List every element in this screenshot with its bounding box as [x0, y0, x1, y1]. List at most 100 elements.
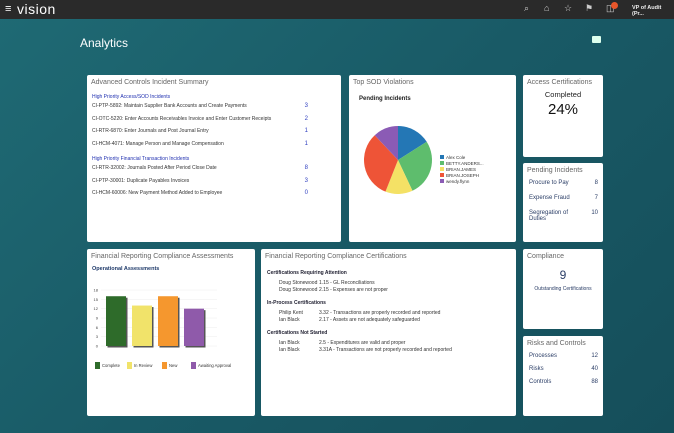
home-icon[interactable]: ⌂	[544, 3, 550, 13]
incident-label: CI-OTC-5220: Enter Accounts Receivables …	[92, 115, 272, 122]
pending-row[interactable]: Expense Fraud 7	[523, 193, 603, 208]
card-title: Pending Incidents	[527, 167, 583, 174]
menu-icon[interactable]: ≡	[5, 3, 12, 15]
incident-label: CI-HCM-4071: Manage Person and Manage Co…	[92, 140, 224, 147]
brand-logo: vision	[17, 1, 56, 17]
row-label: Procure to Pay	[529, 180, 569, 186]
cert-owner: Philip Kent	[279, 310, 303, 316]
cert-owner: Doug Stonewood	[279, 280, 318, 286]
pie-slice[interactable]	[364, 135, 398, 192]
incident-count[interactable]: 3	[304, 177, 308, 184]
bar[interactable]	[132, 305, 152, 346]
notifications-icon[interactable]: ◫	[606, 3, 615, 13]
card-title: Advanced Controls Incident Summary	[91, 79, 209, 86]
cert-item[interactable]: 2.5 - Expenditures are valid and proper	[319, 340, 406, 346]
legend-swatch	[440, 173, 444, 177]
cert-row[interactable]: Ian Black 3.31A - Transactions are not pr…	[261, 347, 516, 354]
cert-group-heading: Certifications Requiring Attention	[267, 270, 347, 276]
incident-count[interactable]: 3	[304, 103, 308, 110]
cert-row[interactable]: Ian Black 2.5 - Expenditures are valid an…	[261, 340, 516, 347]
incident-label: CI-HCM-60006: New Payment Method Added t…	[92, 190, 223, 197]
risks-row[interactable]: Controls 88	[523, 377, 603, 390]
layout-icon[interactable]	[592, 36, 601, 43]
legend-label: Complete	[102, 363, 121, 368]
section-heading: High Priority Access/SOD Incidents	[92, 94, 171, 100]
incident-row[interactable]: CI-RTR-32002: Journals Posted After Peri…	[87, 162, 341, 175]
incident-row[interactable]: CI-OTC-5220: Enter Accounts Receivables …	[87, 113, 341, 126]
legend-label: Awaiting Approval	[198, 363, 231, 368]
row-value: 7	[594, 195, 598, 201]
legend-swatch	[95, 362, 100, 369]
cert-item[interactable]: 3.31A - Transactions are not properly re…	[319, 347, 452, 353]
cert-item[interactable]: 1.15 - GL Reconciliations	[319, 280, 375, 286]
incident-count[interactable]: 1	[304, 140, 308, 147]
incident-label: CI-PTP-30001: Duplicate Payables Invoice…	[92, 177, 190, 184]
incident-count[interactable]: 0	[304, 190, 308, 197]
risks-row[interactable]: Risks 40	[523, 364, 603, 377]
top-bar: ≡ vision ⌕ ⌂ ☆ ⚑ ◫ VP of Audit (Pr...	[0, 0, 674, 19]
pie-slice[interactable]	[398, 126, 427, 160]
pending-row[interactable]: Procure to Pay 8	[523, 178, 603, 193]
incident-row[interactable]: CI-PTP-30001: Duplicate Payables Invoice…	[87, 175, 341, 188]
y-tick: 18	[94, 288, 99, 293]
row-label: Expense Fraud	[529, 195, 570, 201]
legend-label: BRIAN.JOSEPH	[446, 173, 479, 178]
legend-label: wendy.flynn	[446, 179, 470, 184]
pending-row[interactable]: Segregation of Duties 10	[523, 208, 603, 223]
pie-slice[interactable]	[385, 160, 413, 194]
y-tick: 15	[94, 297, 99, 302]
incident-label: CI-PTP-5892: Maintain Supplier Bank Acco…	[92, 103, 247, 110]
bar[interactable]	[158, 296, 178, 346]
row-value: 10	[591, 210, 598, 216]
cert-item[interactable]: 3.32 - Transactions are properly recorde…	[319, 310, 441, 316]
cert-group-heading: In-Process Certifications	[267, 300, 326, 306]
certifications-card: Financial Reporting Compliance Certifica…	[261, 249, 516, 416]
row-label: Risks	[529, 366, 544, 372]
search-icon[interactable]: ⌕	[524, 3, 530, 13]
row-value: 40	[591, 366, 598, 372]
card-title: Access Certifications	[527, 79, 592, 86]
incident-row[interactable]: CI-HCM-60006: New Payment Method Added t…	[87, 187, 341, 200]
y-tick: 6	[96, 325, 99, 330]
risks-row[interactable]: Processes 12	[523, 351, 603, 364]
incident-count[interactable]: 2	[304, 115, 308, 122]
cert-group-heading: Certifications Not Started	[267, 330, 328, 336]
user-menu[interactable]: VP of Audit (Pr...	[632, 5, 662, 17]
legend-swatch	[440, 155, 444, 159]
incident-count[interactable]: 8	[304, 165, 308, 172]
pie-slice[interactable]	[374, 126, 398, 160]
cert-row[interactable]: Doug Stonewood 1.15 - GL Reconciliations	[261, 280, 516, 287]
cert-row[interactable]: Ian Black 2.17 - Assets are not adequatel…	[261, 317, 516, 324]
incident-count[interactable]: 1	[304, 128, 308, 135]
star-icon[interactable]: ☆	[564, 3, 573, 13]
y-tick: 3	[96, 334, 99, 339]
incident-row[interactable]: CI-PTP-5892: Maintain Supplier Bank Acco…	[87, 100, 341, 113]
compliance-label: Outstanding Certifications	[534, 286, 592, 292]
legend-label: In Review	[134, 363, 153, 368]
flag-icon[interactable]: ⚑	[585, 3, 594, 13]
incident-label: CI-RTR-32002: Journals Posted After Peri…	[92, 165, 217, 172]
notification-badge	[611, 2, 618, 9]
legend-swatch	[440, 161, 444, 165]
cert-item[interactable]: 2.17 - Assets are not adequately safegua…	[319, 317, 420, 323]
bar[interactable]	[184, 308, 204, 346]
legend-label: Alex Cole	[446, 155, 466, 160]
cert-item[interactable]: 2.15 - Expenses are not proper	[319, 287, 388, 293]
pie-slice[interactable]	[398, 141, 432, 191]
y-tick: 0	[96, 344, 99, 349]
row-label: Controls	[529, 379, 552, 385]
card-title: Compliance	[527, 253, 564, 260]
pie-title: Pending Incidents	[359, 96, 411, 102]
row-value: 12	[591, 353, 598, 359]
cert-owner: Ian Black	[279, 347, 300, 353]
incident-summary-card: Advanced Controls Incident Summary High …	[87, 75, 341, 242]
row-label: Processes	[529, 353, 558, 359]
incident-row[interactable]: CI-HCM-4071: Manage Person and Manage Co…	[87, 138, 341, 151]
assessments-card: Financial Reporting Compliance Assessmen…	[87, 249, 255, 416]
incident-row[interactable]: CI-RTR-6870: Enter Journals and Post Jou…	[87, 125, 341, 138]
card-title: Risks and Controls	[527, 340, 586, 347]
bar[interactable]	[106, 296, 126, 346]
cert-row[interactable]: Doug Stonewood 2.15 - Expenses are not pr…	[261, 287, 516, 294]
bar-title: Operational Assessments	[92, 266, 159, 272]
cert-row[interactable]: Philip Kent 3.32 - Transactions are prope…	[261, 310, 516, 317]
